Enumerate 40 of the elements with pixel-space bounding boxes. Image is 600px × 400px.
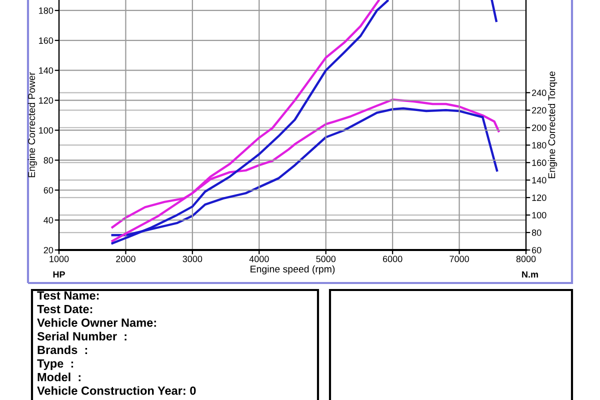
y2-tick-label: 180: [532, 142, 546, 148]
y2-tick-label: 120: [532, 194, 546, 201]
y-tick-label: 140: [39, 67, 54, 74]
text: Brands :: [38, 345, 88, 354]
y2-axis-title: Engine Corrected Torque: [548, 71, 558, 178]
x-tick-label: 6000: [382, 256, 402, 262]
y2-tick-label: 80: [532, 229, 542, 236]
x-tick-label: 3000: [182, 256, 202, 262]
x-tick-label: 1000: [50, 256, 69, 262]
y2-tick-label: 100: [532, 212, 546, 218]
y2-tick-label: 140: [532, 177, 546, 184]
x-tick-label: 8000: [516, 256, 536, 262]
text: Type :: [37, 359, 74, 370]
y-tick-label: 160: [39, 37, 54, 44]
text: Test Date:: [37, 305, 92, 314]
text: Model :: [38, 372, 80, 382]
text: Test Name:: [37, 291, 99, 300]
x-tick-label: 2000: [116, 256, 136, 262]
text: HP: [53, 271, 65, 278]
text: Vehicle Owner Name:: [37, 318, 156, 327]
y2-tick-label: 200: [532, 124, 546, 131]
x-tick-label: 5000: [316, 256, 336, 262]
x-axis-title: Engine speed (rpm): [250, 265, 335, 274]
text: N.m: [522, 271, 538, 278]
y-tick-label: 60: [44, 187, 54, 194]
y2-tick-label: 220: [532, 107, 546, 114]
y-tick-label: 20: [44, 246, 54, 254]
y-tick-label: 120: [39, 97, 54, 104]
x-tick-label: 4000: [249, 256, 269, 262]
y-tick-label: 40: [44, 217, 54, 224]
y2-tick-label: 60: [532, 246, 542, 254]
text: Vehicle Construction Year: 0: [37, 386, 196, 395]
y2-tick-label: 240: [532, 90, 546, 96]
y-axis-title: Engine Corrected Power: [28, 72, 37, 178]
y-tick-label: 100: [39, 127, 54, 134]
x-tick-label: 7000: [450, 256, 469, 262]
text: Serial Number :: [37, 332, 126, 340]
y2-tick-label: 160: [532, 160, 546, 166]
y-tick-label: 80: [44, 157, 54, 164]
y-tick-label: 180: [39, 7, 54, 14]
